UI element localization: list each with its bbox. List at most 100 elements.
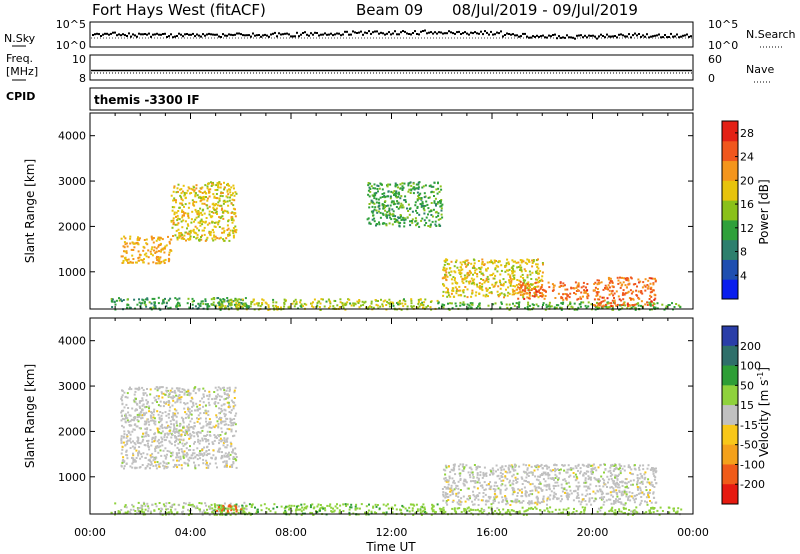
power-cell bbox=[541, 262, 544, 264]
nsky-point bbox=[236, 32, 238, 35]
power-cell bbox=[132, 249, 135, 251]
power-cell bbox=[176, 214, 179, 217]
power-cell bbox=[240, 298, 243, 301]
velocity-cell bbox=[182, 510, 185, 513]
velocity-cell bbox=[140, 409, 143, 411]
power-cell bbox=[459, 273, 462, 275]
velocity-cell bbox=[131, 466, 134, 469]
nsky-point bbox=[198, 34, 200, 37]
power-cell bbox=[519, 294, 522, 296]
velocity-cell bbox=[126, 392, 129, 395]
power-cell bbox=[646, 284, 649, 286]
velocity-cell bbox=[168, 450, 171, 453]
power-cell bbox=[476, 273, 479, 275]
power-cell bbox=[323, 305, 326, 308]
power-cell bbox=[140, 307, 143, 310]
velocity-cell bbox=[232, 457, 235, 460]
power-cell bbox=[352, 302, 355, 305]
velocity-cell bbox=[132, 454, 135, 457]
nsky-point bbox=[632, 34, 634, 37]
velocity-cell bbox=[453, 508, 456, 511]
velocity-cell bbox=[151, 455, 154, 458]
power-cell bbox=[132, 242, 135, 245]
velocity-cell bbox=[211, 509, 214, 512]
power-cell bbox=[443, 263, 446, 266]
velocity-cell bbox=[450, 468, 453, 471]
power-cell bbox=[617, 279, 620, 282]
nsky-point bbox=[312, 33, 314, 36]
velocity-cell bbox=[496, 485, 499, 487]
power-cell bbox=[394, 194, 397, 197]
power-cell bbox=[357, 302, 360, 304]
velocity-cell bbox=[192, 402, 195, 405]
velocity-cell bbox=[144, 456, 147, 459]
power-cell bbox=[272, 301, 275, 304]
velocity-cell bbox=[221, 430, 224, 433]
power-cell bbox=[450, 302, 453, 305]
power-cell bbox=[111, 306, 114, 308]
power-cell bbox=[174, 223, 177, 226]
power-cell bbox=[535, 263, 538, 266]
power-cell bbox=[219, 186, 222, 189]
power-cell bbox=[430, 210, 433, 213]
power-cell bbox=[550, 305, 553, 308]
power-cell bbox=[462, 303, 465, 306]
velocity-cell bbox=[128, 439, 131, 442]
velocity-cell bbox=[153, 410, 155, 413]
power-cell bbox=[400, 308, 403, 311]
velocity-cell bbox=[457, 503, 460, 506]
power-cell bbox=[153, 305, 156, 308]
velocity-cell bbox=[174, 391, 177, 394]
power-cell bbox=[197, 215, 200, 218]
nsky-point bbox=[288, 33, 290, 36]
velocity-cell bbox=[144, 435, 147, 438]
velocity-cell bbox=[165, 462, 168, 465]
power-cell bbox=[664, 307, 667, 310]
velocity-cell bbox=[243, 507, 246, 510]
power-cell bbox=[118, 297, 120, 300]
power-cell bbox=[230, 194, 233, 197]
power-cell bbox=[150, 236, 153, 239]
power-cell bbox=[536, 281, 539, 284]
velocity-cell bbox=[206, 394, 209, 397]
nsky-point bbox=[426, 32, 428, 35]
velocity-cell bbox=[183, 453, 186, 456]
power-cell bbox=[199, 220, 202, 223]
power-cell bbox=[537, 305, 540, 308]
power-cell bbox=[175, 201, 177, 204]
power-cell bbox=[163, 262, 166, 264]
velocity-cell bbox=[160, 417, 163, 420]
velocity-cell bbox=[182, 444, 185, 447]
velocity-cell bbox=[213, 439, 216, 442]
nsky-point bbox=[300, 33, 302, 36]
nsky-point bbox=[524, 32, 526, 35]
power-cell bbox=[197, 302, 200, 305]
power-cell bbox=[169, 297, 172, 300]
nsky-point bbox=[522, 32, 524, 35]
velocity-cell bbox=[234, 505, 237, 508]
power-cell bbox=[473, 262, 476, 265]
power-cell bbox=[180, 237, 183, 240]
nsky-point bbox=[346, 30, 348, 33]
velocity-cell bbox=[173, 424, 176, 427]
velocity-cell bbox=[182, 426, 184, 429]
nsky-point bbox=[406, 32, 408, 35]
velocity-cell bbox=[168, 440, 171, 443]
power-cell bbox=[594, 286, 597, 289]
power-cell bbox=[636, 285, 638, 288]
power-cell bbox=[527, 303, 530, 306]
power-cell bbox=[398, 225, 401, 228]
velocity-cell bbox=[288, 508, 290, 511]
power-cell bbox=[201, 300, 204, 303]
power-cell bbox=[429, 225, 432, 228]
power-cell bbox=[622, 289, 625, 292]
velocity-cell bbox=[584, 506, 587, 509]
power-cell bbox=[480, 287, 483, 290]
velocity-cell bbox=[192, 457, 195, 460]
velocity-cell bbox=[596, 510, 599, 513]
velocity-cell bbox=[577, 469, 579, 472]
power-cell bbox=[596, 291, 599, 294]
power-cell bbox=[181, 216, 184, 219]
velocity-cell bbox=[171, 397, 174, 400]
power-cell bbox=[280, 306, 282, 309]
